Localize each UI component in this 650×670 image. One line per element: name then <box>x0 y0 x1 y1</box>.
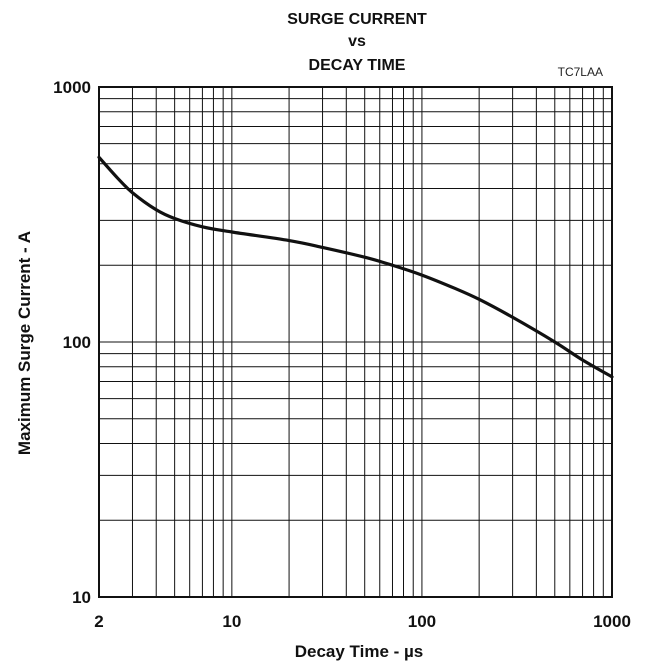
figure-reference-label: TC7LAA <box>558 65 603 79</box>
x-axis-label: Decay Time - µs <box>295 642 424 661</box>
y-tick-label: 1000 <box>53 78 91 97</box>
chart-title: SURGE CURRENT vs DECAY TIME <box>287 11 427 74</box>
plot-frame <box>98 86 613 598</box>
x-tick-label: 100 <box>408 612 436 631</box>
y-tick-label: 100 <box>63 333 91 352</box>
y-tick-label: 10 <box>72 588 91 607</box>
chart-title-line-2: vs <box>348 33 366 50</box>
x-axis-ticks: 2 10 100 1000 <box>94 612 631 631</box>
x-tick-label: 2 <box>94 612 103 631</box>
x-tick-label: 1000 <box>593 612 631 631</box>
chart-grid <box>99 87 612 597</box>
chart-title-line-3: DECAY TIME <box>309 57 406 74</box>
y-axis-ticks: 10 100 1000 <box>53 78 91 607</box>
y-axis-label: Maximum Surge Current - A <box>15 231 34 455</box>
chart-title-line-1: SURGE CURRENT <box>287 11 427 28</box>
x-tick-label: 10 <box>222 612 241 631</box>
surge-current-curve <box>97 155 614 379</box>
